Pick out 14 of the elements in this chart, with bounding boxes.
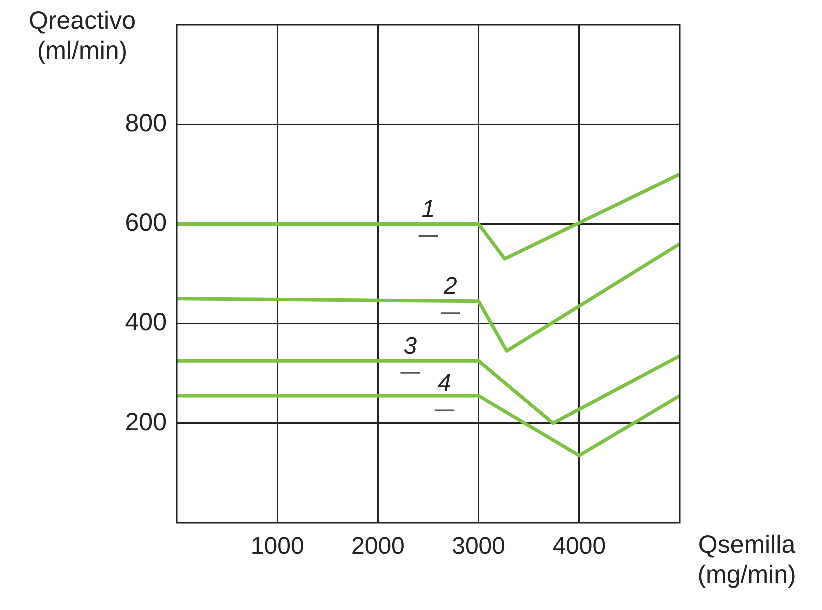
x-tick-label: 3000 xyxy=(452,533,506,560)
annotation: 4 xyxy=(438,370,452,398)
annotation: 3 xyxy=(404,332,418,360)
y-tick-label: 200 xyxy=(125,408,167,436)
y-tick-label: 800 xyxy=(125,109,167,138)
y-tick-label: 600 xyxy=(125,209,167,238)
x-axis-title: Qsemilla (mg/min) xyxy=(696,530,798,590)
y-axis-title: Qreactivo (ml/min) xyxy=(28,6,137,66)
y-tick-label: 400 xyxy=(125,308,167,337)
annotation: 2 xyxy=(442,273,458,300)
x-tick-label: 4000 xyxy=(552,533,606,560)
x-tick-label: 1000 xyxy=(250,533,304,560)
x-tick-label: 2000 xyxy=(352,533,405,560)
annotation: 1 xyxy=(422,196,436,223)
